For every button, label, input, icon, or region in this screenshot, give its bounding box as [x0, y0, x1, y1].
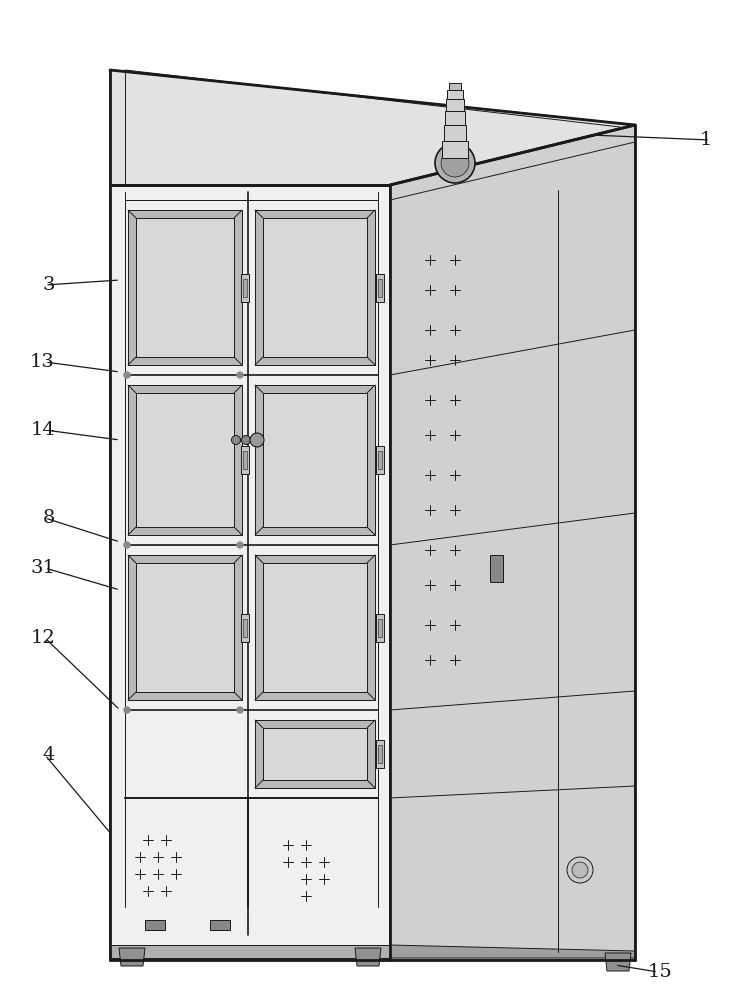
Polygon shape — [110, 185, 390, 960]
Circle shape — [124, 372, 130, 378]
Polygon shape — [444, 125, 466, 141]
Text: 4: 4 — [43, 746, 55, 764]
Polygon shape — [128, 555, 242, 700]
Polygon shape — [605, 953, 631, 971]
Polygon shape — [128, 385, 242, 535]
Polygon shape — [119, 948, 145, 966]
Text: 15: 15 — [648, 963, 673, 981]
Circle shape — [250, 433, 264, 447]
Text: 13: 13 — [30, 353, 55, 371]
Polygon shape — [243, 619, 247, 637]
Polygon shape — [378, 619, 382, 637]
Polygon shape — [376, 740, 384, 768]
Polygon shape — [241, 446, 249, 474]
Polygon shape — [390, 945, 635, 958]
Polygon shape — [263, 393, 367, 527]
Polygon shape — [378, 451, 382, 469]
Polygon shape — [136, 393, 234, 527]
Circle shape — [124, 707, 130, 713]
Polygon shape — [255, 720, 375, 788]
Circle shape — [441, 149, 469, 177]
Circle shape — [237, 372, 243, 378]
Circle shape — [435, 143, 475, 183]
Polygon shape — [263, 218, 367, 357]
Polygon shape — [241, 274, 249, 302]
Polygon shape — [390, 125, 635, 960]
Text: 3: 3 — [43, 276, 55, 294]
Polygon shape — [136, 563, 234, 692]
Polygon shape — [255, 555, 375, 700]
Polygon shape — [355, 948, 381, 966]
Polygon shape — [442, 141, 468, 158]
Text: 1: 1 — [700, 131, 713, 149]
Polygon shape — [378, 279, 382, 297]
Polygon shape — [376, 614, 384, 642]
Polygon shape — [210, 920, 230, 930]
Circle shape — [124, 542, 130, 548]
Polygon shape — [490, 555, 503, 582]
Circle shape — [241, 436, 250, 444]
Polygon shape — [243, 279, 247, 297]
Polygon shape — [243, 451, 247, 469]
Polygon shape — [241, 614, 249, 642]
Circle shape — [231, 436, 241, 444]
Polygon shape — [136, 218, 234, 357]
Polygon shape — [445, 111, 465, 125]
Polygon shape — [110, 70, 635, 185]
Polygon shape — [263, 728, 367, 780]
Polygon shape — [255, 385, 375, 535]
Circle shape — [567, 857, 593, 883]
Circle shape — [572, 862, 588, 878]
Polygon shape — [446, 99, 464, 111]
Polygon shape — [263, 563, 367, 692]
Circle shape — [237, 542, 243, 548]
Circle shape — [237, 707, 243, 713]
Polygon shape — [145, 920, 165, 930]
Polygon shape — [378, 745, 382, 763]
Polygon shape — [128, 210, 242, 365]
Text: 12: 12 — [30, 629, 55, 647]
Polygon shape — [376, 274, 384, 302]
Polygon shape — [376, 446, 384, 474]
Text: 14: 14 — [30, 421, 55, 439]
Text: 8: 8 — [43, 509, 55, 527]
Polygon shape — [255, 210, 375, 365]
Polygon shape — [110, 945, 390, 958]
Text: 31: 31 — [30, 559, 55, 577]
Polygon shape — [447, 90, 463, 99]
Polygon shape — [449, 83, 461, 90]
